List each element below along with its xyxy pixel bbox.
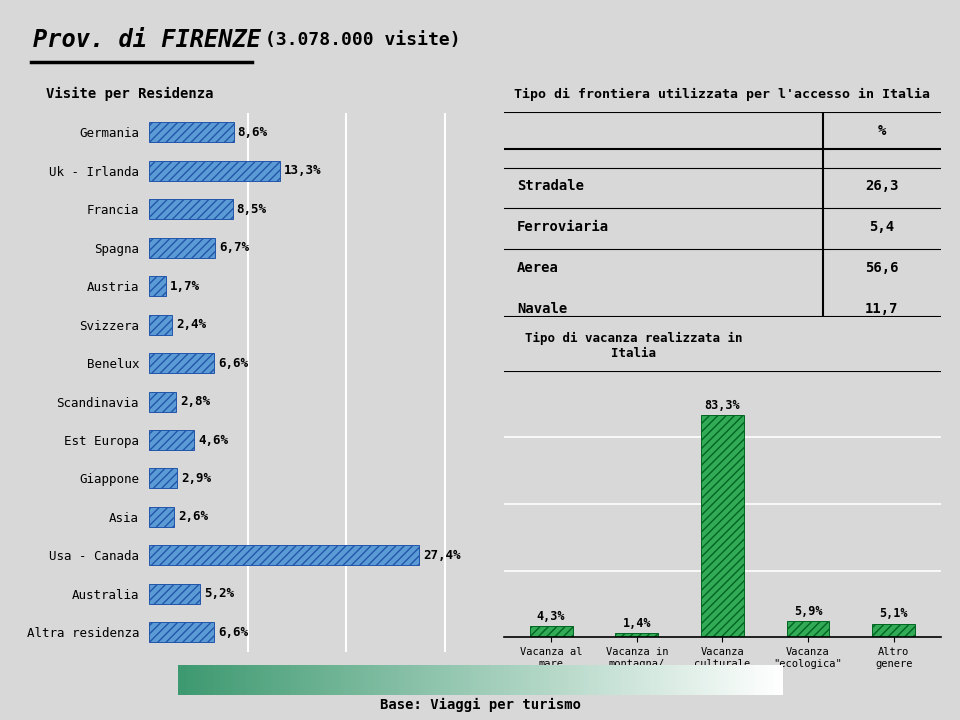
Text: Aerea: Aerea [517,261,559,275]
Text: 27,4%: 27,4% [423,549,461,562]
Text: 1,4%: 1,4% [622,617,651,630]
Text: 5,2%: 5,2% [204,588,234,600]
Text: 6,6%: 6,6% [218,626,248,639]
Bar [149,546,420,565]
Bar [149,392,177,412]
Bar [873,624,915,637]
Bar [615,634,659,637]
Text: 5,4: 5,4 [869,220,895,234]
Bar [149,199,232,219]
Bar [149,238,215,258]
Text: 2,6%: 2,6% [179,510,208,523]
Text: 5,9%: 5,9% [794,606,823,618]
Text: 83,3%: 83,3% [705,399,740,412]
Text: Navale: Navale [517,302,567,315]
Text: Base: Viaggi per turismo: Base: Viaggi per turismo [379,698,581,712]
Text: 4,6%: 4,6% [198,433,228,446]
Bar [701,415,744,637]
Text: 13,3%: 13,3% [284,164,322,177]
Bar [149,584,200,604]
Bar [786,621,829,637]
Text: 4,3%: 4,3% [537,610,565,623]
Text: (3.078.000 visite): (3.078.000 visite) [254,31,461,49]
Text: Ferroviaria: Ferroviaria [517,220,610,234]
Bar [149,469,178,488]
Text: Tipo di vacanza realizzata in
Italia: Tipo di vacanza realizzata in Italia [525,332,742,360]
Bar [149,430,194,450]
Text: 8,6%: 8,6% [238,126,268,139]
Text: Tipo di frontiera utilizzata per l'accesso in Italia: Tipo di frontiera utilizzata per l'acces… [515,88,930,101]
Text: 6,7%: 6,7% [219,241,249,254]
Bar [149,122,233,143]
Text: %: % [877,124,886,138]
Text: Prov. di FIRENZE: Prov. di FIRENZE [34,28,261,53]
Bar [149,507,175,527]
Bar [149,622,214,642]
Text: 11,7: 11,7 [865,302,899,315]
Text: Stradale: Stradale [517,179,584,193]
Bar [149,161,280,181]
Text: 5,1%: 5,1% [879,608,908,621]
Text: Visite per Residenza: Visite per Residenza [46,87,213,102]
Text: 2,8%: 2,8% [180,395,210,408]
Bar [530,626,572,637]
Text: 56,6: 56,6 [865,261,899,275]
Bar [149,353,214,373]
Text: 1,7%: 1,7% [170,279,200,292]
Text: 2,9%: 2,9% [181,472,211,485]
Text: 26,3: 26,3 [865,179,899,193]
Text: 6,6%: 6,6% [218,356,248,369]
Bar [149,315,173,335]
Text: 2,4%: 2,4% [177,318,206,331]
Bar [149,276,165,296]
Text: 8,5%: 8,5% [237,203,267,216]
